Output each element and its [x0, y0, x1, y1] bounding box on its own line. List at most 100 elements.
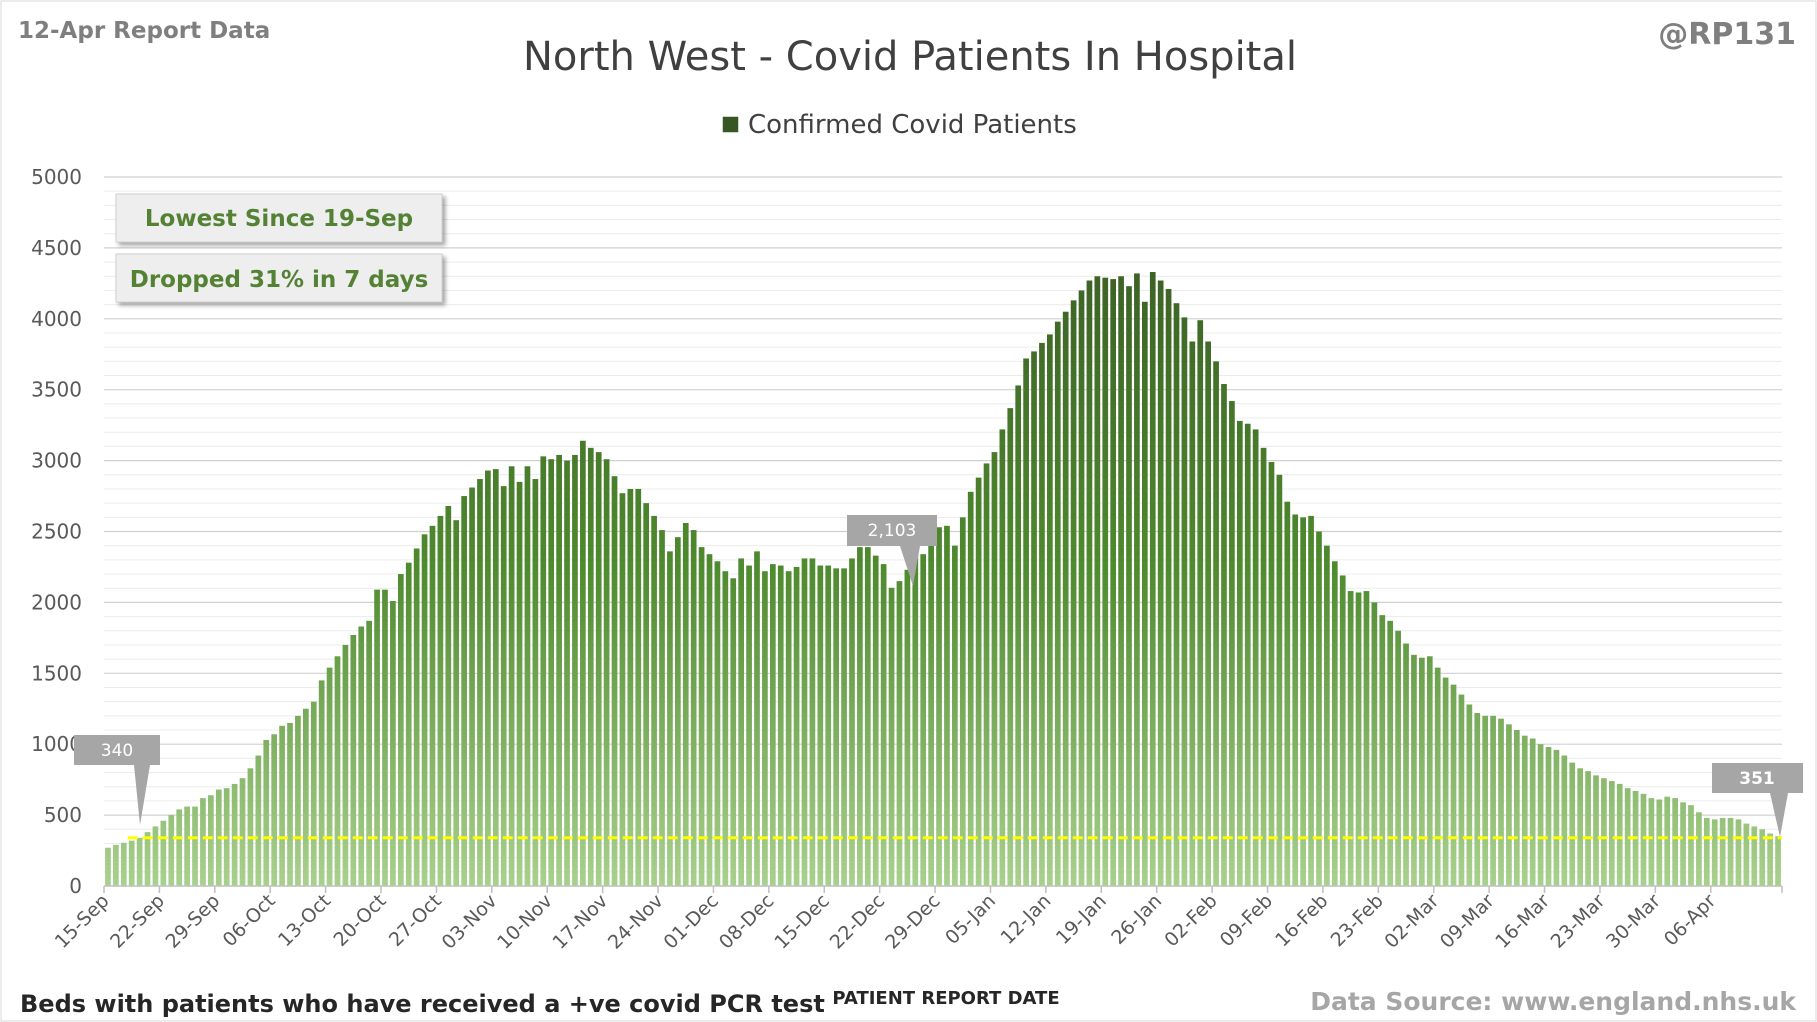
- author-handle: @RP131: [1658, 17, 1796, 52]
- bar: [540, 456, 547, 886]
- bar: [1688, 805, 1694, 886]
- bar: [160, 820, 167, 886]
- bar: [1719, 817, 1726, 886]
- bar: [999, 429, 1006, 886]
- bar: [1466, 704, 1473, 886]
- bar: [1474, 713, 1481, 886]
- bar: [176, 809, 183, 886]
- bar: [1268, 462, 1275, 886]
- bar: [1149, 272, 1156, 887]
- y-tick-label: 2500: [31, 520, 82, 544]
- bar: [1015, 385, 1022, 886]
- y-tick-label: 500: [44, 803, 82, 827]
- report-date-label: 12-Apr Report Data: [18, 18, 270, 44]
- bar: [461, 496, 467, 886]
- bar: [152, 826, 159, 886]
- bar: [1102, 277, 1109, 887]
- bar: [1545, 747, 1552, 886]
- bar: [785, 571, 792, 886]
- bar: [580, 440, 586, 886]
- bar: [1442, 677, 1449, 886]
- footer-note: Beds with patients who have received a +…: [20, 990, 825, 1018]
- bar: [769, 564, 776, 886]
- bar: [1181, 317, 1188, 887]
- bar: [1585, 771, 1591, 886]
- bar: [1458, 694, 1465, 886]
- bar: [1529, 738, 1536, 886]
- bar: [896, 581, 903, 886]
- bar: [1498, 718, 1504, 886]
- bar: [714, 561, 721, 886]
- bar: [1316, 531, 1322, 886]
- y-tick-label: 1000: [31, 732, 82, 756]
- bar: [136, 837, 143, 886]
- bar: [532, 479, 539, 886]
- bar: [1110, 279, 1117, 886]
- bar: [690, 530, 697, 886]
- bar: [809, 558, 816, 886]
- bar: [1419, 657, 1425, 886]
- y-tick-label: 4000: [31, 307, 82, 331]
- bar: [1078, 290, 1085, 886]
- bar: [952, 545, 958, 886]
- legend-label: Confirmed Covid Patients: [748, 110, 1077, 140]
- bar: [263, 739, 270, 886]
- bars: [105, 272, 1781, 887]
- bar: [1577, 768, 1584, 886]
- bar: [1490, 715, 1496, 886]
- bar: [429, 525, 436, 886]
- bar: [1379, 615, 1386, 886]
- bar: [1703, 817, 1710, 886]
- bar: [287, 722, 293, 886]
- bar: [366, 620, 373, 886]
- bar: [674, 537, 681, 886]
- bar: [1197, 320, 1204, 886]
- bar: [1680, 802, 1686, 886]
- legend-swatch: [722, 116, 739, 133]
- data-callout-mid-shape: [847, 515, 937, 586]
- x-axis-tick-marks: [103, 886, 1783, 893]
- bar: [1363, 591, 1370, 886]
- bar: [1411, 654, 1417, 886]
- bar: [1300, 517, 1306, 886]
- y-tick-label: 3500: [31, 378, 82, 402]
- data-callout-mid-label: 2,103: [868, 521, 917, 541]
- bar: [1308, 515, 1314, 886]
- bar: [128, 840, 135, 886]
- data-callout-start: 340: [74, 735, 160, 825]
- bar: [500, 486, 507, 886]
- bar: [485, 470, 491, 886]
- bar: [730, 578, 737, 886]
- bar: [1094, 276, 1101, 886]
- bar: [524, 466, 531, 886]
- bar: [1324, 545, 1330, 886]
- legend: Confirmed Covid Patients: [722, 110, 1077, 140]
- bar: [469, 487, 475, 886]
- bar: [1039, 342, 1045, 886]
- bar: [825, 565, 832, 886]
- bar: [904, 569, 911, 886]
- bar: [833, 568, 839, 886]
- bar: [1339, 575, 1346, 886]
- bar: [1213, 361, 1219, 887]
- bar: [326, 667, 333, 886]
- y-tick-label: 1500: [31, 661, 82, 685]
- bar: [374, 589, 380, 886]
- bar: [492, 469, 499, 886]
- callout-dropped: [115, 253, 443, 303]
- bar: [1292, 514, 1299, 886]
- bar: [1118, 276, 1124, 886]
- bar: [912, 555, 919, 886]
- bar: [1244, 423, 1251, 886]
- bar: [1355, 592, 1362, 886]
- bar: [1506, 724, 1512, 886]
- bar: [1221, 384, 1227, 886]
- bar: [682, 522, 689, 886]
- bar: [619, 493, 626, 886]
- bar: [872, 555, 879, 886]
- bar: [1711, 819, 1718, 886]
- bar: [302, 708, 309, 886]
- bar: [746, 565, 752, 886]
